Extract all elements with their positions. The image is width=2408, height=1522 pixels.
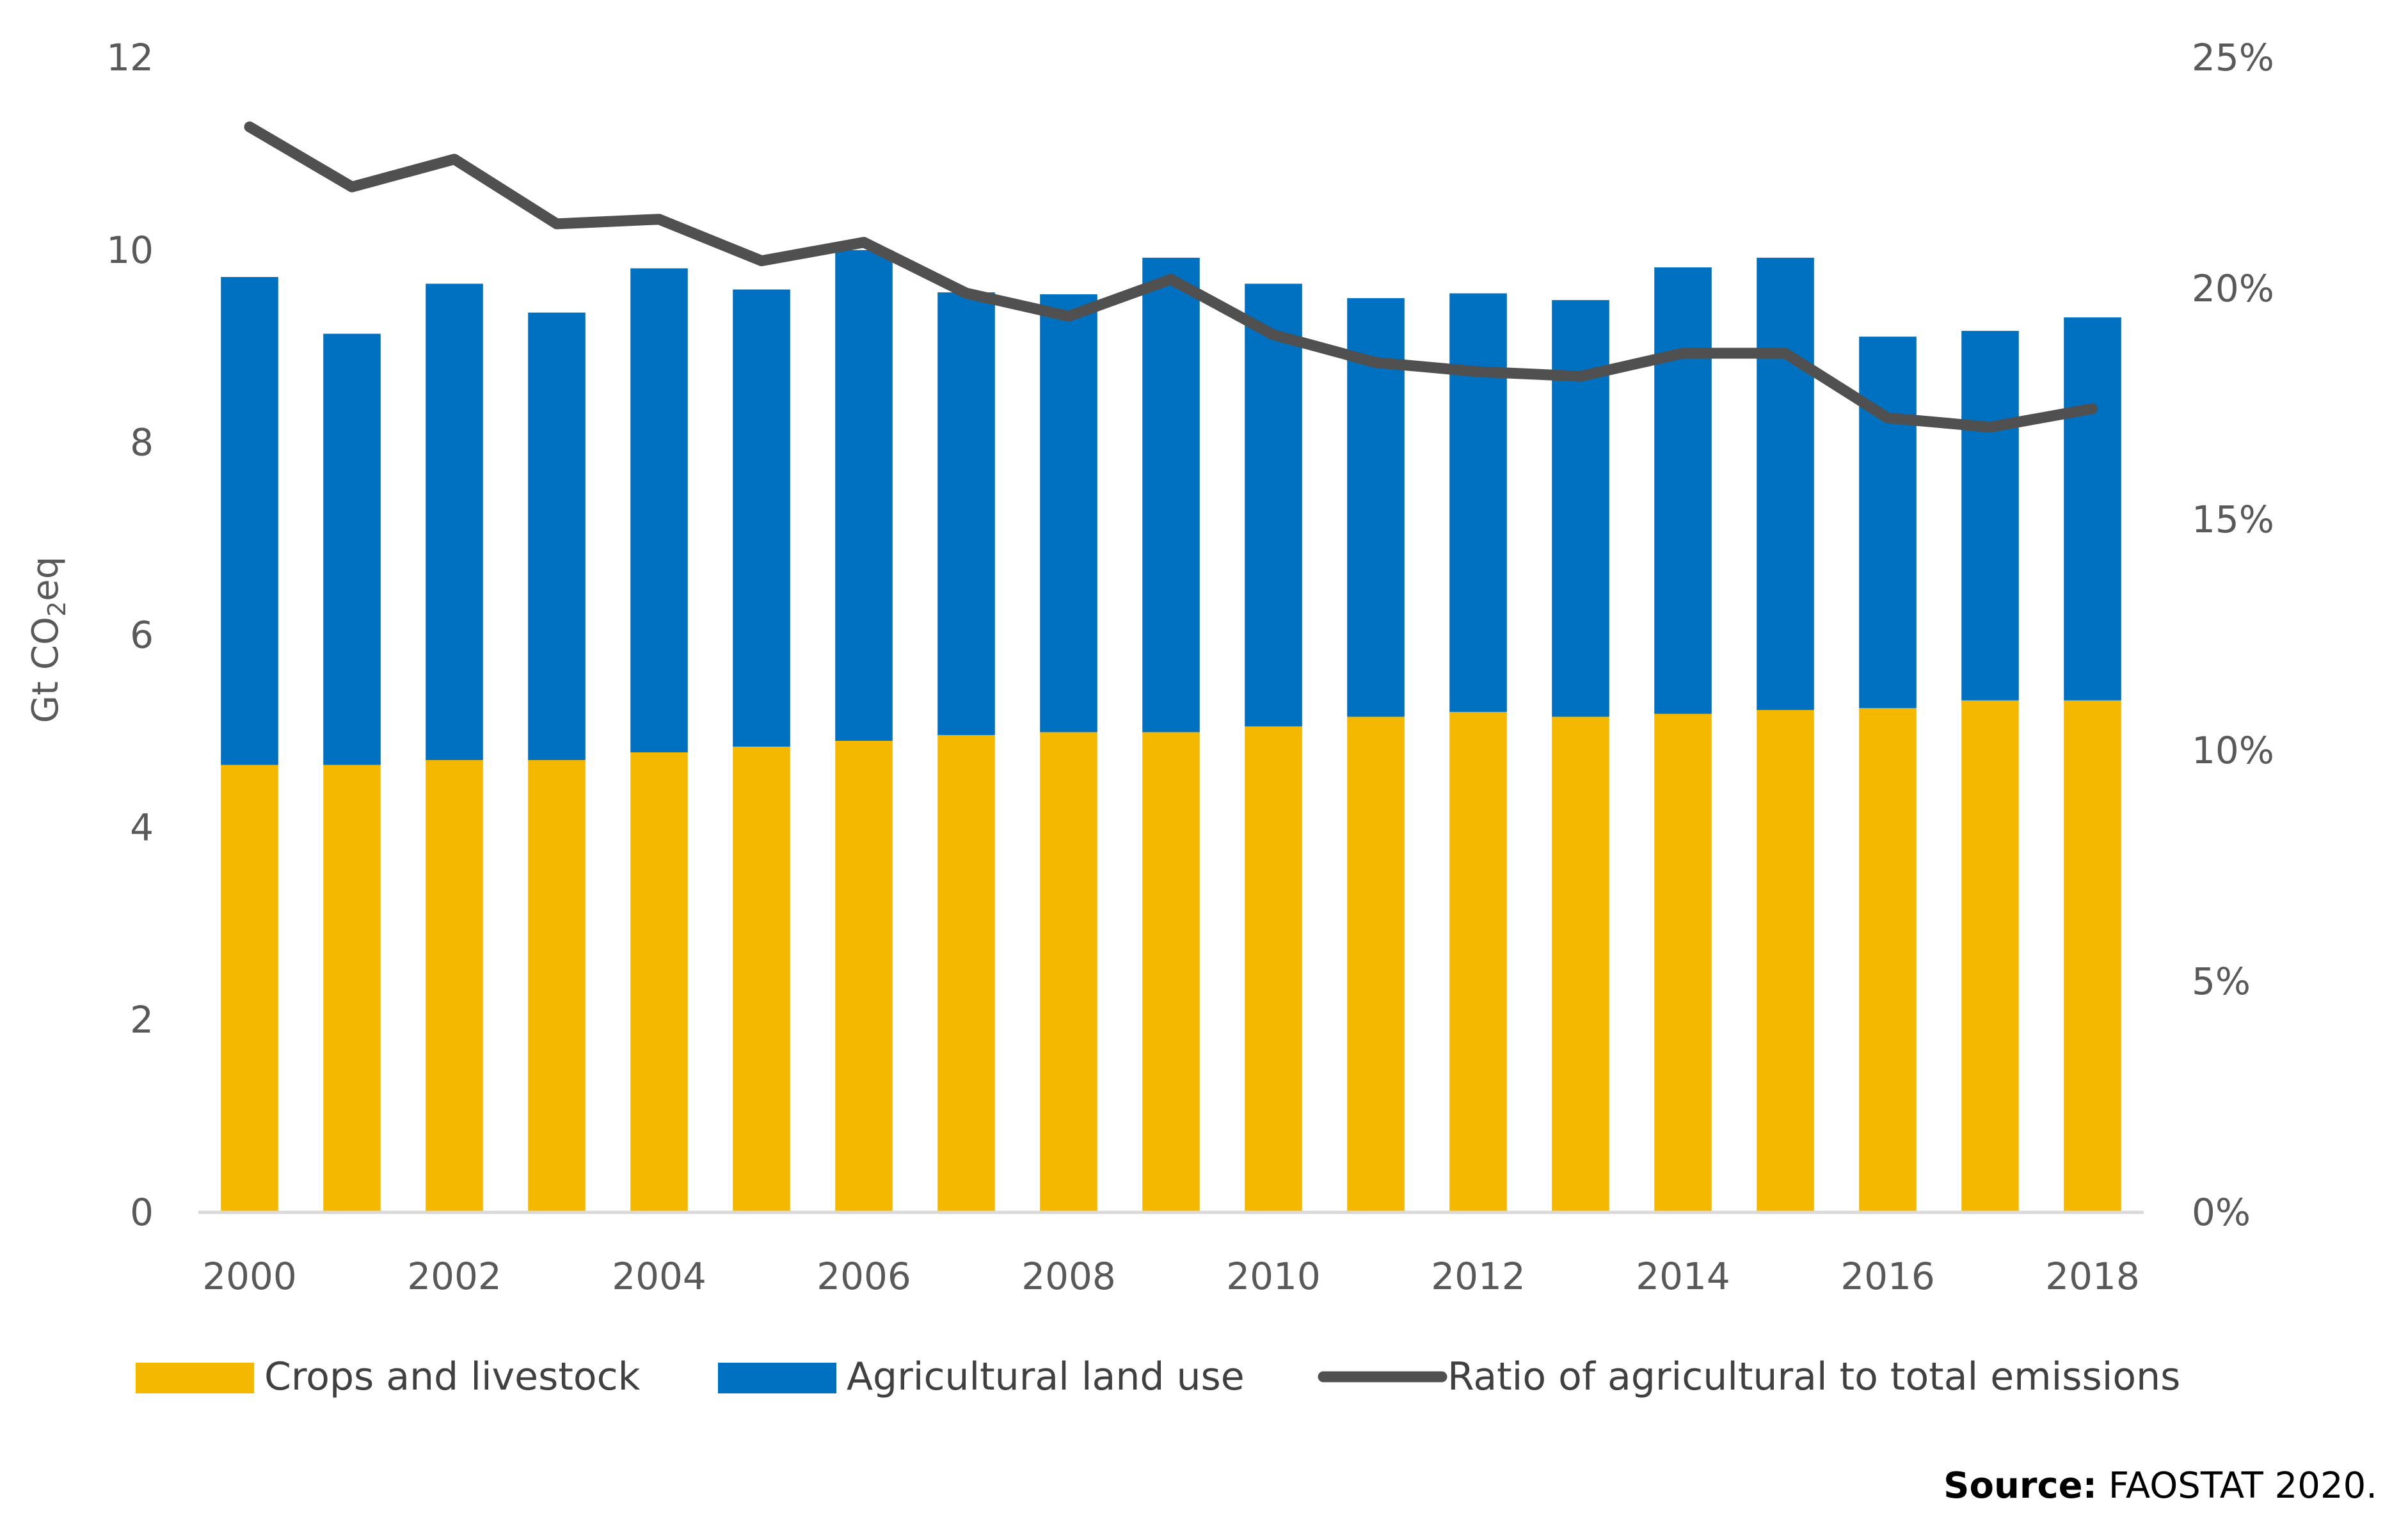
y-axis-title: Gt CO2eq	[25, 557, 71, 724]
source-text: FAOSTAT 2020.	[2097, 1465, 2377, 1507]
y-right-tick-label: 0%	[2192, 1191, 2251, 1234]
bar-crops-livestock-2006	[835, 740, 893, 1212]
x-tick-label: 2018	[2045, 1255, 2140, 1298]
bar-crops-livestock-2011	[1347, 717, 1405, 1212]
legend-label-ratio: Ratio of agricultural to total emissions	[1447, 1354, 2180, 1399]
bar-crops-livestock-2002	[426, 760, 483, 1212]
y-left-tick-label: 0	[130, 1191, 154, 1234]
bar-crops-livestock-2010	[1245, 726, 1302, 1212]
bar-land-use-2001	[323, 333, 381, 765]
bar-land-use-2016	[1859, 337, 1917, 708]
bar-land-use-2010	[1245, 283, 1302, 727]
bar-land-use-2009	[1142, 257, 1200, 733]
bar-crops-livestock-2018	[2064, 700, 2121, 1212]
source-note: Source: FAOSTAT 2020.	[1943, 1465, 2377, 1507]
bar-land-use-2007	[937, 292, 995, 735]
y-left-tick-label: 12	[106, 36, 154, 79]
y-left-tick-label: 10	[106, 228, 154, 272]
x-tick-label: 2004	[612, 1255, 706, 1298]
y-right-tick-label: 15%	[2192, 498, 2274, 541]
bar-land-use-2017	[1961, 331, 2019, 701]
bar-land-use-2013	[1552, 300, 1609, 717]
x-tick-label: 2000	[202, 1255, 297, 1298]
bar-land-use-2014	[1654, 267, 1712, 714]
bar-crops-livestock-2008	[1040, 732, 1097, 1212]
bar-crops-livestock-2012	[1449, 711, 1507, 1212]
y-left-tick-label: 6	[130, 614, 154, 657]
bar-land-use-2006	[835, 250, 893, 741]
bar-land-use-2002	[426, 283, 483, 761]
bar-crops-livestock-2017	[1961, 700, 2019, 1212]
legend: Crops and livestock Agricultural land use…	[136, 1354, 2180, 1399]
y-right-tick-label: 20%	[2192, 267, 2274, 310]
right-y-ticks: 0% 5% 10% 15% 20% 25%	[2192, 36, 2274, 1234]
x-tick-label: 2008	[1021, 1255, 1116, 1298]
legend-label-crops: Crops and livestock	[264, 1354, 641, 1399]
y-left-tick-label: 8	[130, 421, 154, 464]
y-right-tick-label: 5%	[2192, 960, 2251, 1003]
y-left-tick-label: 4	[130, 805, 154, 849]
legend-swatch-crops	[136, 1363, 254, 1393]
ratio-line	[244, 121, 2098, 433]
bar-crops-livestock-2001	[323, 765, 381, 1212]
bar-land-use-2018	[2064, 317, 2121, 701]
x-tick-label: 2012	[1431, 1255, 1526, 1298]
bar-land-use-2000	[221, 276, 278, 765]
bar-crops-livestock-2013	[1552, 717, 1609, 1212]
x-tick-label: 2010	[1226, 1255, 1321, 1298]
source-label: Source:	[1943, 1465, 2098, 1507]
bar-land-use-2012	[1449, 293, 1507, 712]
bar-crops-livestock-2014	[1654, 713, 1712, 1212]
bar-crops-livestock-2003	[528, 760, 586, 1212]
left-y-ticks: 0 2 4 6 8 10 12	[106, 36, 154, 1234]
bar-land-use-2003	[528, 312, 586, 761]
y-right-tick-label: 25%	[2192, 36, 2274, 79]
bar-crops-livestock-2005	[733, 746, 790, 1212]
x-tick-label: 2002	[407, 1255, 502, 1298]
bar-crops-livestock-2004	[630, 752, 688, 1212]
y-right-tick-label: 10%	[2192, 729, 2274, 772]
bar-land-use-2005	[733, 289, 790, 747]
bar-land-use-2004	[630, 268, 688, 753]
legend-label-land-use: Agricultural land use	[847, 1354, 1245, 1399]
bar-land-use-2008	[1040, 294, 1097, 733]
bar-crops-livestock-2007	[937, 734, 995, 1212]
y-left-tick-label: 2	[130, 998, 154, 1042]
x-tick-label: 2014	[1636, 1255, 1730, 1298]
x-ticks: 2000 2002 2004 2006 2008 2010 2012 2014 2016 2018	[202, 1255, 2140, 1298]
bar-land-use-2015	[1757, 257, 1814, 710]
bar-crops-livestock-2000	[221, 765, 278, 1212]
bar-crops-livestock-2009	[1142, 732, 1200, 1212]
x-tick-label: 2006	[817, 1255, 911, 1298]
bar-crops-livestock-2015	[1757, 709, 1814, 1212]
legend-swatch-land-use	[718, 1363, 836, 1393]
bar-crops-livestock-2016	[1859, 708, 1917, 1212]
x-tick-label: 2016	[1840, 1255, 1935, 1298]
bars-group	[221, 250, 2121, 1212]
